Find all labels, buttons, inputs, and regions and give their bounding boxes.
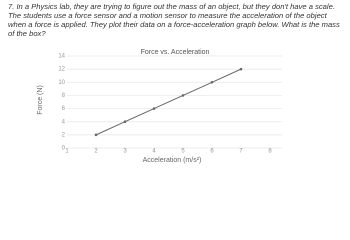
- page: 7. In a Physics lab, they are trying to …: [8, 2, 340, 164]
- x-tick-label: 1: [65, 149, 69, 155]
- x-tick-label: 2: [94, 149, 98, 155]
- data-point: [210, 80, 214, 84]
- x-tick-label: 3: [123, 149, 127, 155]
- chart-title: Force vs. Acceleration: [141, 49, 210, 56]
- chart: Force vs. Acceleration Force (N) Acceler…: [37, 49, 282, 164]
- x-tick-label: 5: [181, 149, 185, 155]
- x-axis-label: Acceleration (m/s²): [143, 157, 202, 164]
- y-tick-label: 0: [62, 146, 66, 152]
- series-line: [95, 68, 242, 136]
- y-tick-label: 12: [58, 67, 65, 73]
- question-text: 7. In a Physics lab, they are trying to …: [8, 2, 340, 38]
- data-point: [123, 120, 127, 124]
- y-tick-label: 6: [62, 106, 66, 112]
- x-tick-label: 6: [210, 149, 214, 155]
- y-tick-label: 4: [62, 119, 66, 125]
- y-tick-label: 14: [58, 54, 65, 60]
- x-tick-label: 7: [239, 149, 243, 155]
- data-point: [239, 67, 243, 71]
- data-point: [94, 133, 98, 137]
- data-point: [152, 107, 156, 110]
- x-tick-label: 8: [268, 149, 272, 155]
- y-tick-label: 2: [62, 132, 66, 138]
- data-point: [181, 94, 185, 97]
- y-tick-label: 10: [58, 80, 65, 86]
- x-tick-label: 4: [152, 149, 156, 155]
- y-axis-label: Force (N): [37, 85, 44, 115]
- y-tick-label: 8: [62, 93, 66, 99]
